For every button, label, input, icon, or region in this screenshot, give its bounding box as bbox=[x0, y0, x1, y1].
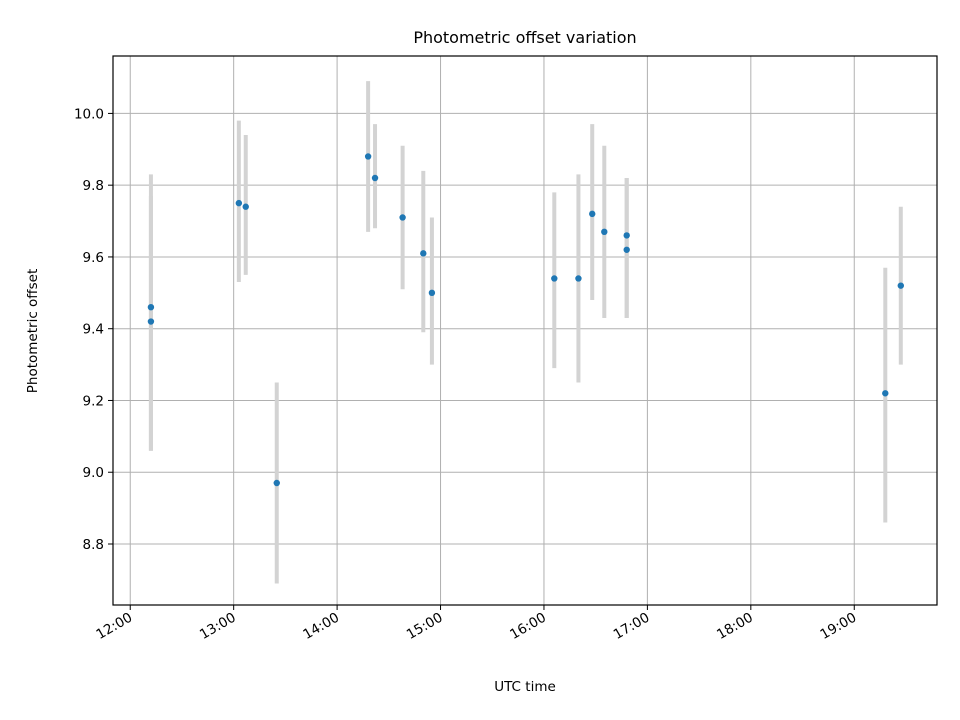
chart-title: Photometric offset variation bbox=[413, 28, 636, 47]
data-point bbox=[601, 228, 608, 236]
data-point bbox=[897, 282, 904, 289]
x-tick-label: 14:00 bbox=[300, 610, 342, 643]
x-tick-label: 13:00 bbox=[197, 610, 239, 643]
y-tick-label: 9.6 bbox=[83, 250, 104, 266]
y-tick-label: 9.8 bbox=[83, 178, 104, 194]
y-axis-label: Photometric offset bbox=[25, 269, 41, 393]
data-point bbox=[399, 214, 406, 221]
data-points bbox=[147, 153, 904, 487]
data-point bbox=[551, 275, 558, 282]
data-point bbox=[147, 318, 155, 325]
data-point bbox=[364, 153, 372, 160]
y-tick-label: 9.4 bbox=[83, 322, 104, 338]
data-point bbox=[623, 232, 630, 239]
data-point bbox=[273, 479, 280, 487]
data-point bbox=[371, 174, 379, 182]
x-tick-label: 17:00 bbox=[611, 610, 653, 643]
error-bars bbox=[148, 81, 903, 584]
data-point bbox=[420, 250, 427, 257]
x-tick-label: 19:00 bbox=[818, 610, 860, 643]
data-point bbox=[242, 203, 249, 210]
data-point bbox=[575, 275, 582, 282]
data-point bbox=[147, 303, 155, 311]
y-tick-label: 10.0 bbox=[74, 106, 104, 122]
y-tick-label: 9.0 bbox=[83, 465, 104, 481]
x-tick-label: 15:00 bbox=[404, 610, 446, 643]
grid bbox=[113, 56, 937, 605]
data-point bbox=[235, 199, 243, 207]
y-tick-label: 9.2 bbox=[83, 393, 104, 409]
x-axis-label: UTC time bbox=[494, 679, 556, 695]
plot-frame bbox=[112, 55, 938, 606]
x-axis-ticks: 12:00 13:00 14:00 15:00 16:00 17:00 18:00 19:00 bbox=[94, 605, 860, 643]
x-tick-label: 18:00 bbox=[714, 610, 756, 643]
y-axis-ticks: 8.8 9.0 9.2 9.4 9.6 9.8 10.0 bbox=[74, 106, 113, 553]
data-point bbox=[428, 289, 436, 297]
data-point bbox=[882, 390, 889, 397]
x-tick-label: 16:00 bbox=[507, 610, 549, 643]
data-point bbox=[589, 210, 596, 218]
data-point bbox=[623, 246, 630, 253]
y-tick-label: 8.8 bbox=[83, 537, 104, 553]
x-tick-label: 12:00 bbox=[94, 610, 136, 643]
